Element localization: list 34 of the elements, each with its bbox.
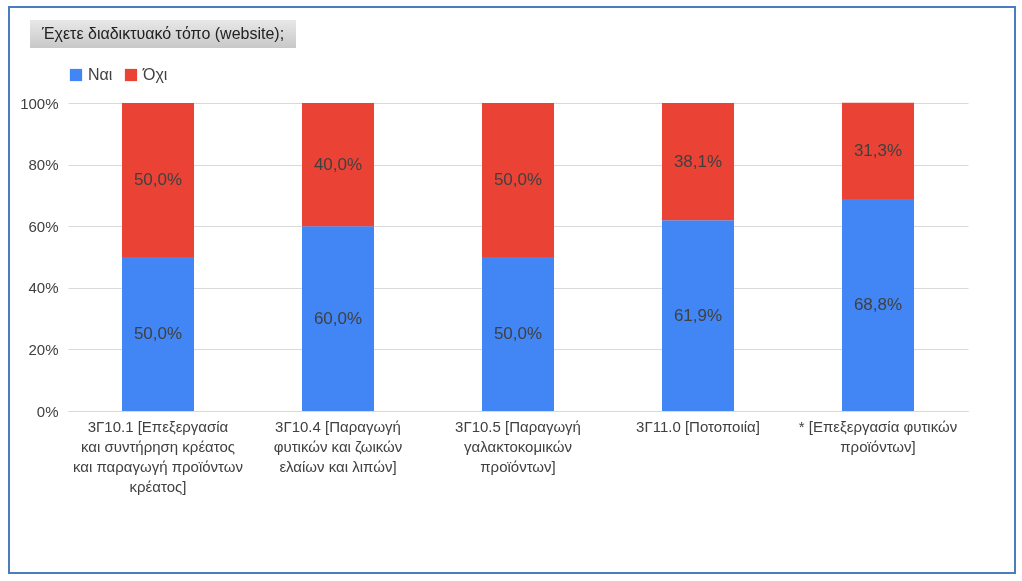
- bar: [842, 199, 914, 411]
- x-tick-label: 3Γ10.1 [Επεξεργασία και συντήρηση κρέατος και παραγωγή προϊόντων κρέατος]: [72, 417, 244, 495]
- bar: [122, 103, 194, 257]
- data-label: 61,9%: [673, 305, 723, 325]
- y-tick-label: 60%: [28, 217, 59, 235]
- y-tick-label: 0%: [36, 402, 59, 420]
- data-label: 50,0%: [493, 170, 543, 189]
- x-tick-label: 3Γ11.0 [Ποτοποιία]: [636, 417, 760, 435]
- data-label: 50,0%: [493, 324, 543, 343]
- y-tick-label: 80%: [28, 156, 59, 174]
- data-label: 50,0%: [133, 324, 183, 343]
- bar: [482, 257, 554, 411]
- legend-label: Ναι: [88, 66, 113, 83]
- bar: [662, 103, 734, 221]
- x-tick-label: * [Επεξεργασία φυτικών προϊόντων]: [798, 417, 958, 455]
- data-label: 38,1%: [673, 151, 723, 171]
- y-tick-label: 100%: [20, 94, 59, 112]
- bar: [662, 220, 734, 411]
- x-tick-label: 3Γ10.5 [Παραγωγή γαλακτοκομικών προϊόντων]: [455, 417, 581, 475]
- data-label: 40,0%: [313, 154, 363, 174]
- data-label: 68,8%: [853, 295, 903, 315]
- y-tick-label: 20%: [28, 340, 59, 358]
- chart-title: Έχετε διαδικτυακό τόπο (website);: [30, 20, 297, 48]
- bar: [302, 103, 374, 227]
- x-tick-label: 3Γ10.4 [Παραγωγή φυτικών και ζωικών ελαίων και λιπών]: [273, 417, 403, 475]
- bar: [302, 226, 374, 411]
- bar: [842, 102, 914, 200]
- data-label: 50,0%: [133, 170, 183, 189]
- bar: [122, 257, 194, 411]
- y-tick-label: 40%: [28, 279, 59, 297]
- data-label: 60,0%: [313, 308, 363, 328]
- data-label: 31,3%: [853, 140, 903, 160]
- legend-label: Όχι: [142, 66, 168, 83]
- bar: [482, 103, 554, 257]
